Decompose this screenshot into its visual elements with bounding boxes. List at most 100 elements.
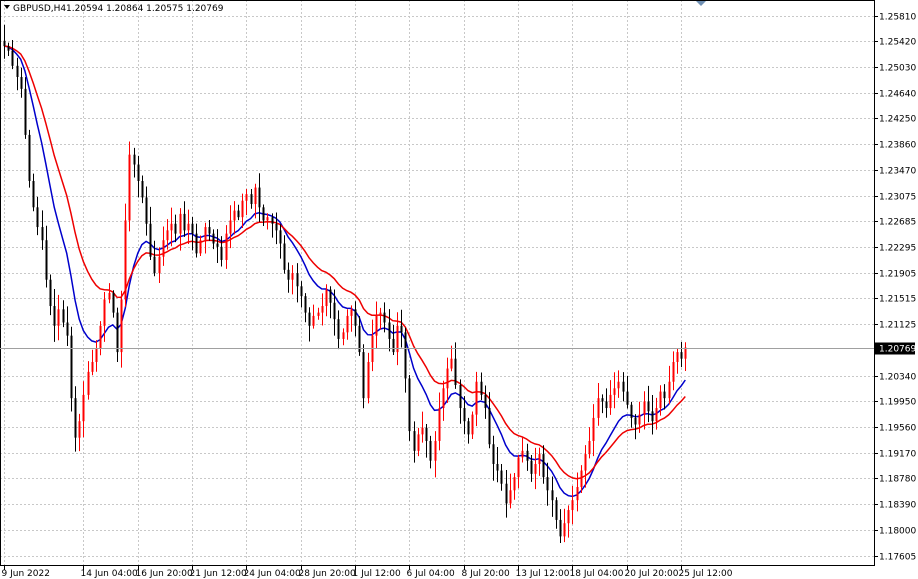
dropdown-triangle-icon[interactable] (4, 5, 10, 9)
candle-body (375, 315, 378, 336)
candle-body (116, 312, 119, 353)
candle (446, 357, 449, 403)
time-tick-label: 14 Jun 04:00 (81, 569, 138, 579)
candle (513, 472, 516, 500)
candle (450, 345, 453, 372)
price-tick-label: 1.17605 (879, 553, 916, 563)
candle-body (538, 454, 541, 464)
candle (358, 316, 361, 356)
candle-body (145, 197, 148, 224)
candle (120, 290, 123, 368)
chart-shift-marker-icon[interactable] (696, 1, 706, 6)
candle-body (258, 187, 261, 208)
candle (383, 302, 386, 333)
candle (408, 374, 411, 441)
candle-body (308, 312, 311, 326)
candle-body (266, 217, 269, 221)
candle-body (417, 434, 420, 451)
candle (145, 186, 148, 236)
price-tick-label: 1.25030 (879, 64, 916, 74)
candle-body (342, 332, 345, 339)
time-tick-label: 9 Jun 2022 (2, 569, 50, 579)
price-tick-label: 1.22295 (879, 244, 916, 254)
candle-body (28, 134, 31, 181)
candle-body (454, 358, 457, 386)
candle (459, 379, 462, 424)
candle-body (413, 431, 416, 451)
candle (66, 306, 69, 346)
candle (484, 385, 487, 419)
candle-body (358, 325, 361, 353)
candle (321, 293, 324, 326)
candle (663, 384, 666, 410)
candle (526, 443, 529, 471)
candle-body (475, 381, 478, 415)
candle-body (66, 322, 69, 336)
candle (99, 321, 102, 356)
candle-body (128, 154, 131, 221)
candle-body (651, 411, 654, 422)
candle (584, 445, 587, 488)
candle (379, 307, 382, 330)
candle (258, 173, 261, 222)
candle-body (580, 470, 583, 488)
candle (413, 421, 416, 463)
candle-body (158, 256, 161, 274)
candle-body (442, 388, 445, 409)
symbol-timeframe: GBPUSD,H4 (13, 4, 66, 14)
candle (659, 385, 662, 416)
candle-body (622, 381, 625, 392)
candle (546, 462, 549, 506)
candle (434, 431, 437, 478)
candle (555, 497, 558, 529)
candle-body (425, 427, 428, 441)
candle-body (630, 404, 633, 418)
candle (500, 464, 503, 491)
candle-body (62, 309, 65, 323)
candle (158, 247, 161, 283)
candle (417, 427, 420, 457)
candle-body (396, 325, 399, 353)
candle (62, 300, 65, 328)
candle (325, 284, 328, 317)
candle (275, 212, 278, 245)
current-price-box (875, 342, 915, 355)
candle-body (438, 408, 441, 441)
candle (354, 301, 357, 337)
candle (87, 361, 90, 400)
candle-body (70, 335, 73, 399)
candle (179, 208, 182, 251)
candle-body (609, 394, 612, 409)
candle-body (254, 187, 257, 205)
ma-line-red (3, 45, 686, 480)
time-tick-label: 6 Jul 04:00 (407, 569, 456, 579)
candle (684, 342, 687, 371)
candle-body (170, 223, 173, 231)
price-tick-label: 1.24640 (879, 90, 916, 100)
candle (617, 370, 620, 398)
candle (162, 226, 165, 266)
candle-body (379, 312, 382, 316)
candle-body (567, 510, 570, 524)
candle-body (346, 315, 349, 333)
candle (304, 293, 307, 323)
candle-body (492, 444, 495, 464)
candle (563, 508, 566, 543)
candle (153, 240, 156, 277)
candle-body (484, 394, 487, 409)
candle (28, 129, 31, 188)
candle (174, 214, 177, 243)
candle-body (271, 217, 274, 224)
candle-body (41, 227, 44, 241)
candle (254, 183, 257, 219)
candle-body (312, 315, 315, 326)
candle (70, 326, 73, 412)
candle (400, 309, 403, 348)
candle-body (287, 269, 290, 280)
candle (195, 223, 198, 258)
candle-body (11, 50, 14, 66)
candle (41, 210, 44, 250)
candle (567, 505, 570, 538)
